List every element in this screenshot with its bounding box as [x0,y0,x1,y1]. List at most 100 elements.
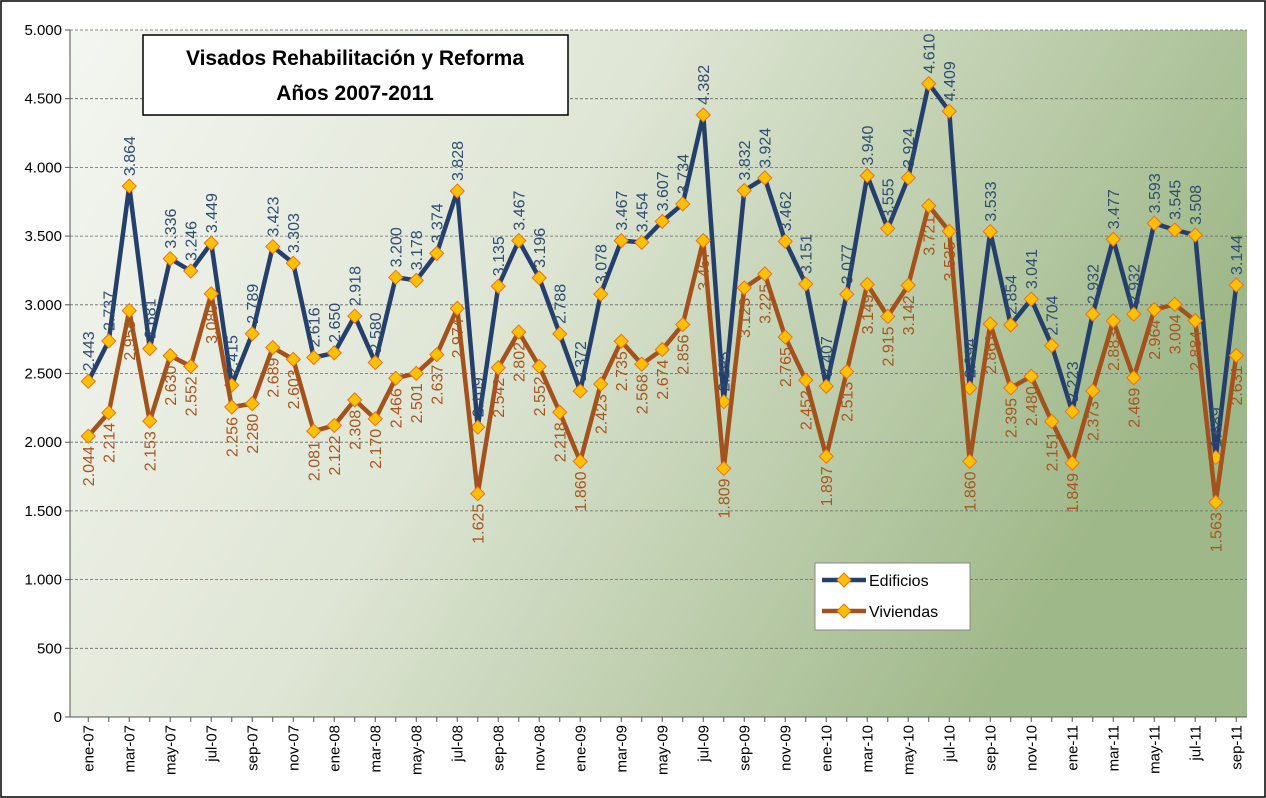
marker [654,341,670,358]
marker [572,383,588,399]
data-label: 1.860 [963,471,980,511]
marker [285,255,301,271]
data-label: 2.552 [184,376,201,416]
data-label: 3.832 [737,140,754,180]
marker [367,411,383,427]
marker [982,223,998,240]
marker [531,270,547,286]
data-label: 2.861 [983,334,1000,374]
data-label: 2.153 [143,431,160,471]
data-label: 2.631 [1229,365,1246,405]
marker [1085,383,1101,399]
y-tick-label: 3.500 [24,228,62,245]
title-frame [142,34,569,116]
data-label: 3.545 [1168,180,1185,220]
data-label: 3.123 [737,298,754,338]
data-label: 2.308 [348,410,365,450]
marker [142,340,158,357]
data-label: 2.737 [102,291,119,331]
data-label: 2.415 [225,335,242,375]
marker [593,286,609,302]
x-tick-label: nov-08 [531,725,548,771]
x-tick-label: mar-10 [859,725,876,773]
data-label: 2.856 [676,334,693,374]
data-label: 3.178 [409,230,426,270]
data-label: 1.849 [1065,473,1082,513]
data-label: 3.477 [1106,189,1123,229]
data-label: 2.580 [368,312,385,352]
marker [306,423,322,439]
marker [839,364,855,380]
marker [900,277,916,293]
data-label: 3.200 [389,227,406,267]
data-label: 2.918 [348,266,365,306]
x-tick-label: may-07 [162,725,179,775]
marker [757,170,773,186]
marker [162,347,178,364]
marker [203,235,219,251]
data-label: 3.508 [1188,185,1205,225]
marker [265,339,281,356]
data-label: 3.374 [430,203,447,243]
data-label: 2.501 [409,383,426,423]
data-label: 2.974 [450,318,467,358]
marker [449,183,465,199]
marker [183,263,199,279]
marker [798,276,814,292]
marker [101,405,117,421]
data-label: 2.394 [963,338,980,378]
marker [634,234,650,251]
data-label: 2.616 [307,307,324,347]
x-tick-label: nov-07 [285,725,302,771]
marker [244,326,260,342]
marker [654,213,670,230]
marker [470,486,486,502]
data-label: 2.480 [1024,386,1041,426]
marker [347,308,363,324]
marker [224,399,240,415]
data-label: 3.078 [594,244,611,284]
marker [326,417,342,434]
y-tick-label: 1.000 [24,572,62,589]
marker [1187,227,1203,243]
data-label: 1.809 [717,478,734,518]
data-label: 2.295 [717,352,734,392]
y-tick-label: 4.500 [24,91,62,108]
marker [388,370,404,386]
data-label: 1.625 [471,504,488,544]
x-tick-label: may-09 [654,725,671,775]
y-tick-label: 2.000 [24,434,62,451]
marker [859,276,875,293]
data-label: 2.256 [225,417,242,457]
x-tick-label: mar-08 [367,725,384,773]
marker [941,103,957,119]
data-label: 2.223 [1065,361,1082,401]
marker [695,107,711,123]
y-tick-label: 500 [37,640,62,657]
marker [367,354,383,371]
marker [962,453,978,470]
marker [818,378,834,394]
data-label: 1.889 [1209,407,1226,447]
data-label: 2.373 [1086,401,1103,441]
data-label: 3.423 [266,197,283,237]
data-label: 2.915 [881,326,898,366]
data-label: 2.395 [1004,398,1021,438]
data-label: 3.149 [860,294,877,334]
x-tick-label: jul-09 [695,725,712,763]
data-label: 2.469 [1127,388,1144,428]
data-label: 4.382 [696,65,713,105]
x-tick-label: mar-07 [121,725,138,773]
data-label: 3.196 [532,228,549,268]
title-box: Visados Rehabilitación y Reforma Años 20… [142,34,569,116]
marker [490,360,506,376]
marker [1167,296,1183,312]
marker [1187,313,1203,329]
data-label: 1.897 [819,466,836,506]
y-tick-label: 0 [54,709,62,726]
data-label: 2.542 [491,378,508,418]
marker [121,302,137,319]
data-label: 2.603 [286,369,303,409]
data-label: 2.423 [594,394,611,434]
